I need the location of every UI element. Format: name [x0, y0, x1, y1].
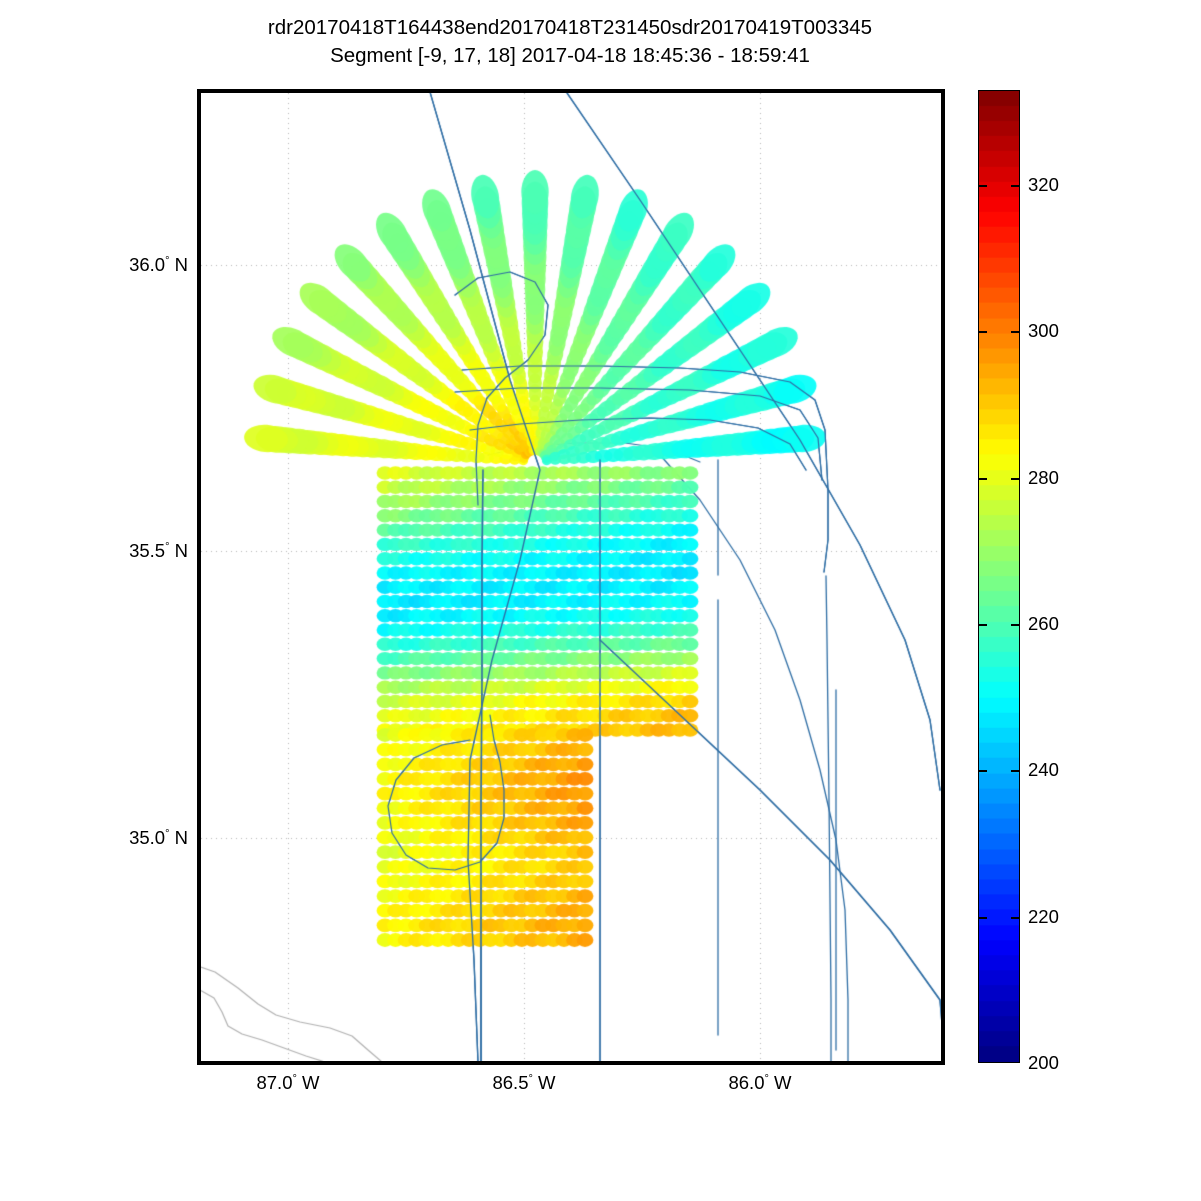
colorbar-tick-mark — [978, 770, 987, 773]
x-tick-value: 86.0 — [728, 1072, 765, 1093]
colorbar-tick-label: 300 — [1028, 320, 1059, 342]
degree-icon: ° — [292, 1072, 297, 1085]
y-tick-hemisphere: N — [169, 827, 188, 848]
x-tick-hemisphere: W — [532, 1072, 556, 1093]
plot-axes — [197, 89, 945, 1065]
y-tick-hemisphere: N — [169, 540, 188, 561]
y-tick-label: 36.0° N — [60, 254, 188, 276]
colorbar-tick-mark — [978, 477, 987, 480]
y-tick-value: 36.0 — [129, 254, 166, 275]
x-tick-label: 86.0° W — [728, 1072, 791, 1094]
degree-icon: ° — [165, 827, 170, 840]
x-tick-hemisphere: W — [768, 1072, 792, 1093]
colorbar-tick-label: 280 — [1028, 466, 1059, 488]
colorbar-tick-mark — [1011, 624, 1020, 627]
colorbar-tick-label: 320 — [1028, 174, 1059, 196]
colorbar-tick-mark — [978, 331, 987, 334]
x-tick-hemisphere: W — [296, 1072, 320, 1093]
y-tick-value: 35.5 — [129, 540, 166, 561]
y-tick-value: 35.0 — [129, 827, 166, 848]
y-tick-hemisphere: N — [169, 254, 188, 275]
colorbar-tick-mark — [978, 916, 987, 919]
x-tick-label: 87.0° W — [256, 1072, 319, 1094]
x-tick-label: 86.5° W — [492, 1072, 555, 1094]
title-line-1: rdr20170418T164438end20170418T231450sdr2… — [267, 16, 873, 39]
x-tick-value: 86.5 — [492, 1072, 529, 1093]
colorbar-canvas — [978, 90, 1020, 1063]
colorbar-tick-mark — [978, 624, 987, 627]
degree-icon: ° — [528, 1072, 533, 1085]
colorbar-tick-mark — [1011, 477, 1020, 480]
degree-icon: ° — [764, 1072, 769, 1085]
title-line-2: Segment [-9, 17, 18] 2017-04-18 18:45:36… — [330, 44, 810, 67]
colorbar-tick-mark — [1011, 770, 1020, 773]
colorbar-tick-label: 220 — [1028, 905, 1059, 927]
scatter-plot-canvas — [201, 93, 941, 1061]
colorbar-tick-mark — [1011, 916, 1020, 919]
colorbar-tick-mark — [978, 185, 987, 188]
colorbar-tick-label: 260 — [1028, 613, 1059, 635]
colorbar-tick-mark — [1011, 331, 1020, 334]
colorbar — [978, 90, 1020, 1063]
colorbar-tick-label: 240 — [1028, 759, 1059, 781]
colorbar-tick-mark — [1011, 185, 1020, 188]
degree-icon: ° — [165, 540, 170, 553]
plot-title: rdr20170418T164438end20170418T231450sdr2… — [0, 14, 1140, 70]
y-tick-label: 35.5° N — [60, 540, 188, 562]
x-tick-value: 87.0 — [256, 1072, 293, 1093]
degree-icon: ° — [165, 254, 170, 267]
y-tick-label: 35.0° N — [60, 827, 188, 849]
colorbar-min-label: 200 — [1028, 1052, 1059, 1073]
